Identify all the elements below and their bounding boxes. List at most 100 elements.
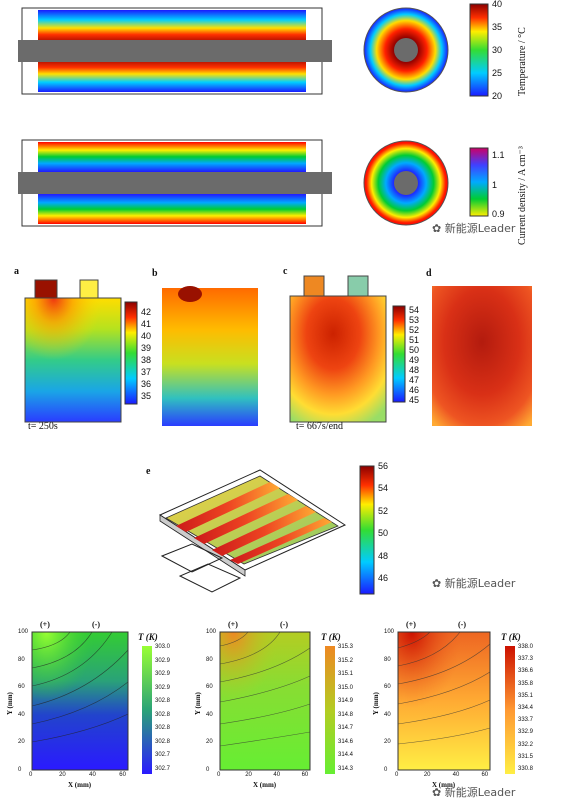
e-colorbar-tick: 48 [378,550,389,561]
wechat-icon: ✿ [432,577,442,590]
e-colorbar-tick: 54 [378,483,389,494]
temp-colorbar-tick: 20 [492,91,503,101]
middle-colorbar-2-tick: 46 [409,385,420,395]
plot-1-plus-label: (+) [40,620,50,629]
plot-1-x-tick: 0 [29,772,33,778]
plot-1-frame [31,631,129,771]
temp-colorbar-tick: 35 [492,22,503,32]
middle-colorbar-2-tick: 49 [409,355,420,365]
plot-3-unit: T (K) [501,632,521,642]
current-colorbar-tick: 1.1 [492,150,505,160]
plot-3-minus-label: (-) [458,620,466,629]
disk-current-core [394,171,418,195]
plot-3-colorbar-tick: 336.6 [518,668,534,675]
plot-2-minus-label: (-) [280,620,288,629]
temp-colorbar-tick: 30 [492,45,503,55]
middle-colorbar-1-tick: 38 [141,355,152,365]
plot-3-y-tick: 80 [384,656,391,663]
bottom-row-figures [31,631,515,774]
panel-a-letter: a [14,266,19,277]
plot-2-plus-label: (+) [228,620,238,629]
plot-1-colorbar-tick: 303.0 [155,644,171,650]
plot-1-colorbar-tick: 302.8 [155,711,171,718]
plot-2-unit: T (K) [321,632,341,642]
temp-colorbar-title: Temperature / °C [517,27,528,96]
panel-c-field [290,296,386,422]
plot-3-colorbar [505,646,515,774]
plot-2-colorbar-tick: 314.8 [338,711,354,718]
plot-1-colorbar [142,646,152,774]
cylinder-temp-core [18,40,332,62]
middle-colorbar-2-tick: 51 [409,335,420,345]
plot-2-colorbar-tick: 314.3 [338,766,354,772]
middle-colorbar-2-tick: 53 [409,315,420,325]
panel-c-tab-minus [347,275,369,297]
plot-1-x-tick: 40 [89,772,96,778]
plot-2-y-tick: 60 [206,684,213,691]
plot-3-colorbar-tick: 333.7 [518,717,534,724]
plot-1-colorbar-tick: 302.9 [155,671,171,678]
plot-3-y-label: Y (mm) [372,692,380,715]
plot-2-y-tick: 80 [206,656,213,663]
plot-2-colorbar [325,646,335,774]
e-colorbar [359,465,375,595]
plot-2-frame [219,631,311,771]
middle-colorbar-1-tick: 39 [141,343,152,353]
middle-colorbar-2-tick: 52 [409,325,420,335]
middle-colorbar-1-tick: 35 [141,391,152,401]
plot-3-frame [397,631,491,771]
watermark-top: ✿ 新能源Leader [432,222,516,235]
plot-2-colorbar-tick: 315.0 [338,684,354,691]
plot-3-x-tick: 20 [423,772,431,778]
e-panel-figure [158,465,375,595]
watermark-middle: ✿ 新能源Leader [432,577,516,590]
plot-3-colorbar-tick: 332.9 [518,729,534,736]
current-colorbar [469,147,489,217]
middle-colorbar-2 [392,305,406,403]
plot-1-unit: T (K) [138,632,158,642]
panel-a-caption: t= 250s [28,421,58,432]
middle-colorbar-2-tick: 45 [409,395,420,405]
current-colorbar-tick: 0.9 [492,209,505,219]
top-row-figures [18,3,489,227]
plot-3-y-tick: 100 [384,629,395,635]
plot-1-colorbar-tick: 302.7 [155,766,171,772]
plot-2-colorbar-tick: 315.1 [338,671,354,678]
e-colorbar-tick: 50 [378,528,389,539]
plot-1-x-label: X (mm) [68,781,92,789]
plot-1-x-tick: 60 [119,772,126,778]
middle-colorbar-2-tick: 50 [409,345,420,355]
plot-3-colorbar-tick: 335.8 [518,680,534,687]
panel-c-caption: t= 667s/end [296,421,344,432]
middle-colorbar-2-tick: 54 [409,305,420,315]
plot-3-y-tick: 40 [384,711,391,718]
panel-c-letter: c [283,266,288,277]
plot-2-x-label: X (mm) [253,781,277,789]
temp-colorbar-tick: 40 [492,0,503,9]
plot-3-y-tick: 0 [384,767,388,773]
temp-colorbar [469,3,489,97]
plot-2-y-tick: 20 [206,739,213,746]
wechat-icon: ✿ [432,222,442,235]
plot-2-colorbar-tick: 314.7 [338,725,354,732]
plot-1-y-tick: 60 [18,684,25,691]
panel-a-tab-minus [79,279,99,299]
panel-d-letter: d [426,268,432,279]
plot-3-colorbar-tick: 337.3 [518,656,534,663]
plot-2-x-tick: 20 [245,772,252,778]
panel-a-frame [24,297,122,423]
plot-2-x-tick: 60 [301,772,309,778]
plot-2-colorbar-tick: 315.3 [338,644,354,650]
e-colorbar-tick: 46 [378,573,389,583]
panel-b-field [162,288,258,426]
plot-3-y-tick: 20 [384,739,391,746]
plot-2-x-tick: 40 [273,772,281,778]
plot-3-colorbar-tick: 330.8 [518,766,534,772]
plot-1-colorbar-tick: 302.9 [155,684,171,691]
plot-1-colorbar-tick: 302.8 [155,725,171,732]
plot-1-y-tick: 20 [18,739,25,746]
middle-colorbar-2-tick: 47 [409,375,420,385]
plot-3-plus-label: (+) [406,620,416,629]
plot-3-colorbar-tick: 334.4 [518,705,534,711]
middle-colorbar-1-tick: 36 [141,379,152,389]
